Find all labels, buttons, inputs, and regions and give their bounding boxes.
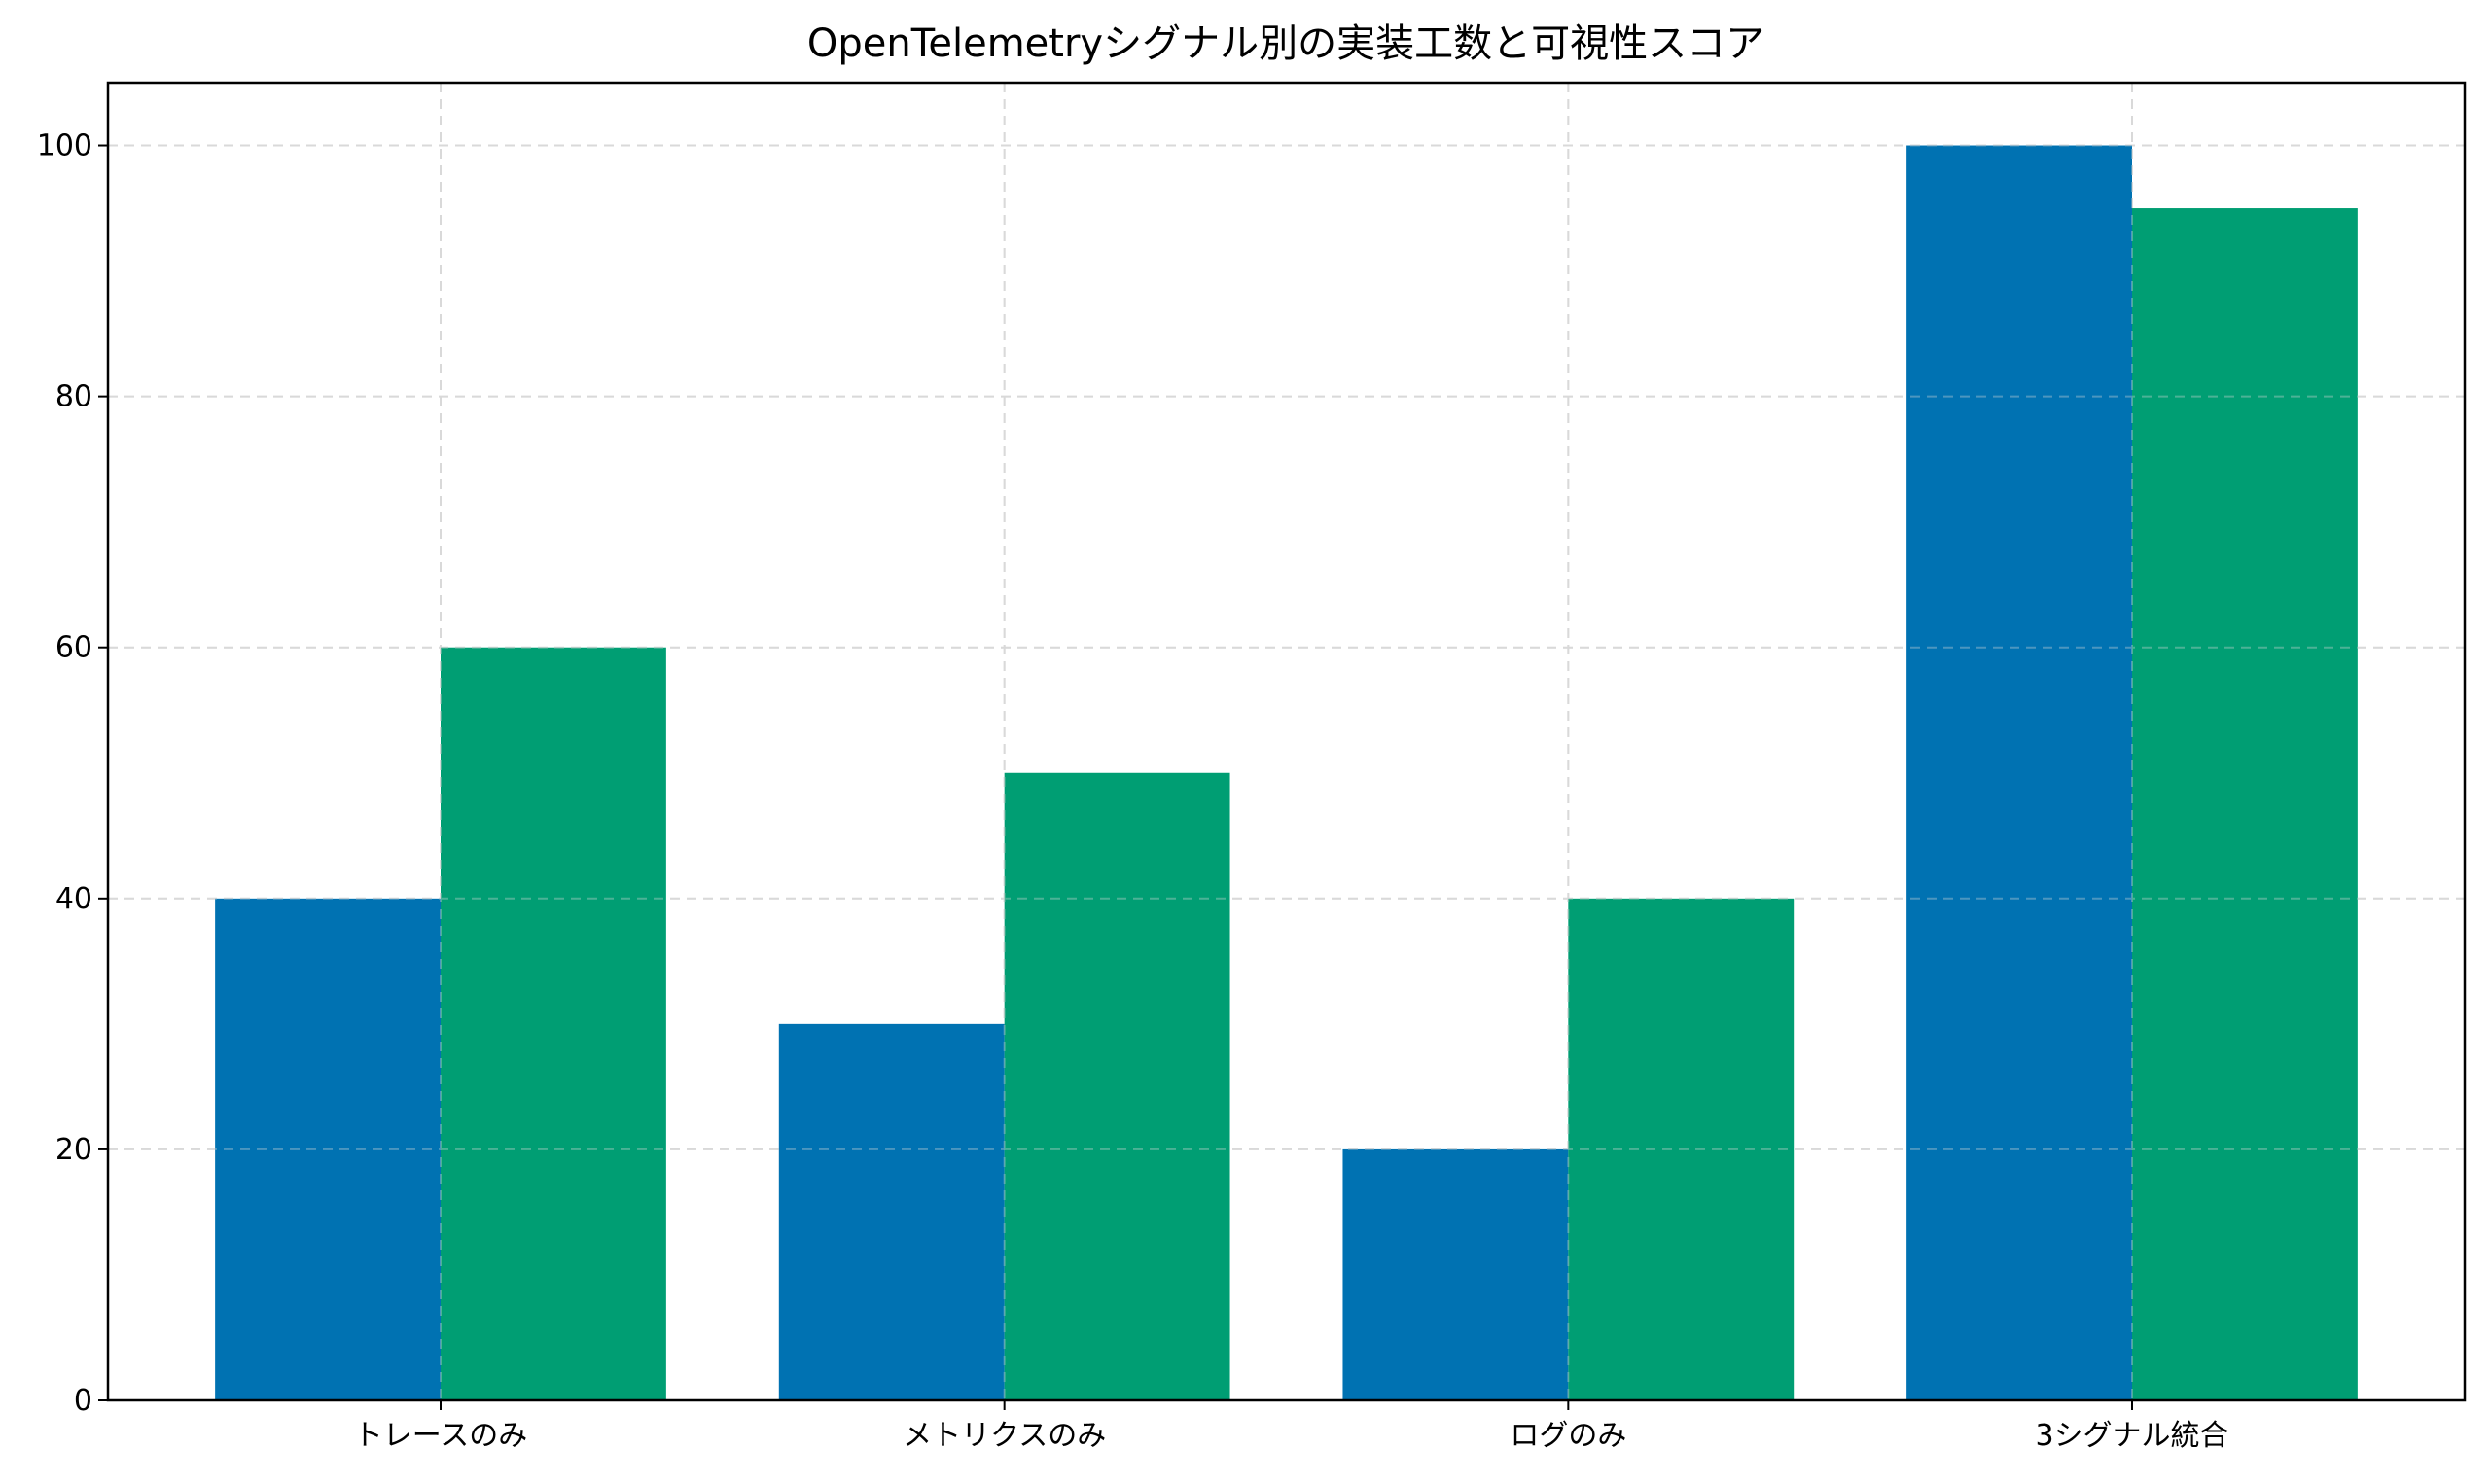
y-tick-label: 100 bbox=[37, 129, 92, 163]
x-tick-label: ログのみ bbox=[1510, 1419, 1626, 1453]
bar-series-2-1 bbox=[441, 647, 666, 1400]
y-tick-label: 40 bbox=[55, 882, 92, 916]
bar-series-2-2 bbox=[1004, 772, 1230, 1400]
chart-title: OpenTelemetryシグナル別の実装工数と可視性スコア bbox=[807, 21, 1764, 66]
y-axis: 0 20 40 60 80 100 bbox=[37, 129, 108, 1418]
bar-series-1-4 bbox=[1906, 145, 2132, 1400]
x-tick-label: トレースのみ bbox=[354, 1419, 528, 1453]
bar-series-1-1 bbox=[215, 898, 442, 1400]
x-axis: トレースのみ メトリクスのみ ログのみ 3シグナル統合 bbox=[354, 1400, 2229, 1453]
x-tick-label: メトリクスのみ bbox=[903, 1419, 1106, 1453]
bars bbox=[215, 145, 2358, 1401]
y-tick-label: 80 bbox=[55, 380, 92, 414]
plot-frame bbox=[106, 81, 2467, 1402]
bar-series-2-4 bbox=[2131, 208, 2358, 1401]
bar-series-1-3 bbox=[1342, 1148, 1569, 1400]
y-tick-label: 60 bbox=[55, 631, 92, 665]
y-tick-label: 0 bbox=[74, 1384, 92, 1418]
x-tick-label: 3シグナル統合 bbox=[2035, 1419, 2228, 1453]
y-tick-label: 20 bbox=[55, 1133, 92, 1167]
bar-series-1-2 bbox=[778, 1023, 1005, 1400]
bar-series-2-3 bbox=[1568, 898, 1795, 1400]
